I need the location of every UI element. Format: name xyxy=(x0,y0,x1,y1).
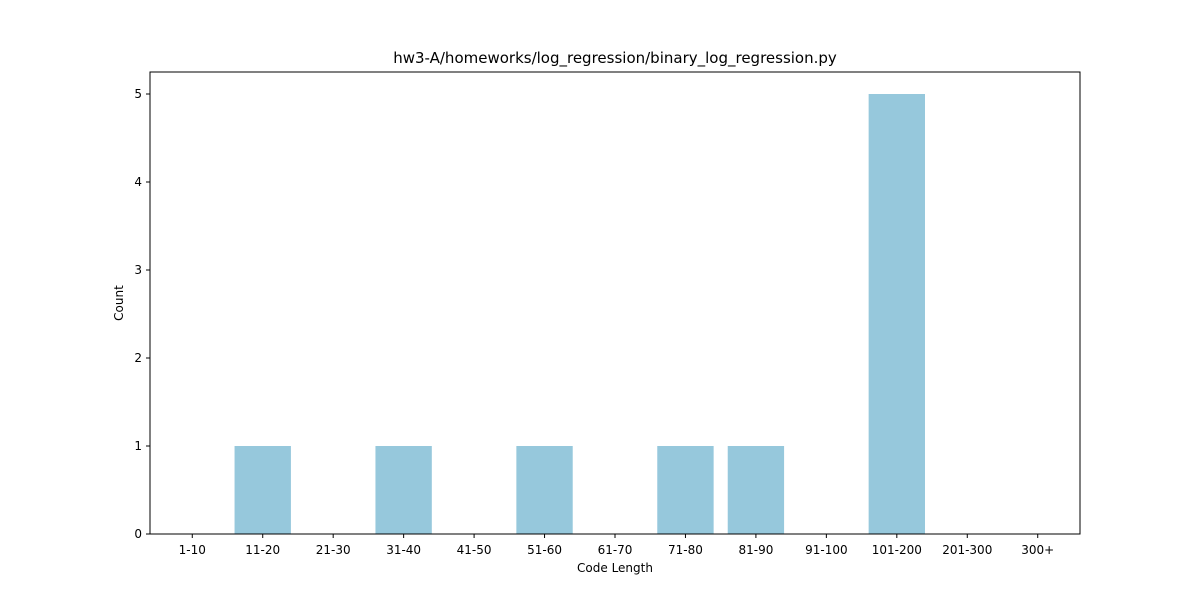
y-tick-label: 0 xyxy=(134,527,142,541)
bar-51-60 xyxy=(516,446,573,534)
y-tick-label: 5 xyxy=(134,87,142,101)
x-tick-label: 81-90 xyxy=(738,543,773,557)
y-tick-label: 3 xyxy=(134,263,142,277)
y-axis-label: Count xyxy=(112,285,126,321)
x-tick-label: 61-70 xyxy=(598,543,633,557)
bar-11-20 xyxy=(234,446,291,534)
x-axis-label: Code Length xyxy=(577,561,653,575)
plot-area-frame xyxy=(149,71,1081,535)
bar-71-80 xyxy=(657,446,714,534)
y-tick-label: 4 xyxy=(134,175,142,189)
bars-layer xyxy=(234,94,925,534)
x-tick-label: 91-100 xyxy=(805,543,848,557)
x-tick-label: 201-300 xyxy=(942,543,992,557)
y-axis-ticks: 0 1 2 3 4 5 xyxy=(134,87,150,541)
bar-31-40 xyxy=(375,446,432,534)
x-tick-label: 21-30 xyxy=(316,543,351,557)
y-tick-label: 1 xyxy=(134,439,142,453)
x-tick-label: 101-200 xyxy=(872,543,922,557)
x-axis-ticks: 1-10 11-20 21-30 31-40 41-50 51-60 61-70 71-80 8… xyxy=(179,534,1054,557)
x-tick-label: 41-50 xyxy=(457,543,492,557)
chart-title: hw3-A/homeworks/log_regression/binary_lo… xyxy=(393,49,837,68)
x-tick-label: 51-60 xyxy=(527,543,562,557)
bar-81-90 xyxy=(727,446,785,534)
x-tick-label: 71-80 xyxy=(668,543,703,557)
x-tick-label: 300+ xyxy=(1021,543,1054,557)
x-tick-label: 1-10 xyxy=(179,543,206,557)
x-tick-label: 31-40 xyxy=(386,543,421,557)
y-tick-label: 2 xyxy=(134,351,142,365)
x-tick-label: 11-20 xyxy=(245,543,280,557)
bar-101-200 xyxy=(868,94,925,534)
